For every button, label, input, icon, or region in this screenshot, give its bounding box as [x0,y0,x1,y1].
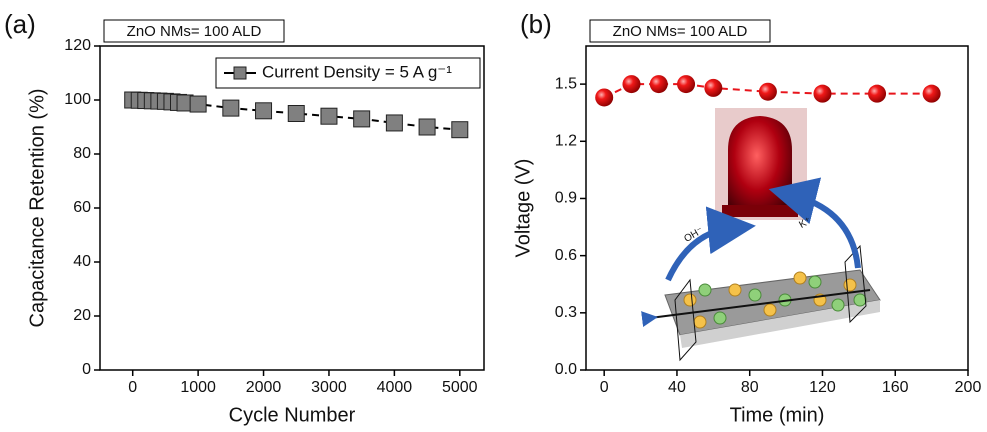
x-tick-label: 2000 [246,379,282,396]
legend-label: Current Density = 5 A g⁻¹ [262,62,452,81]
panel-label: (a) [4,9,36,39]
legend-box [215,57,481,89]
panel-label: (b) [520,9,552,39]
y-tick-label: 0.3 [555,304,577,321]
x-tick-label: 160 [882,379,909,396]
y-axis-title: Voltage (V) [512,159,534,258]
annotation-box [103,19,285,43]
annotation: ZnO NMs= 100 ALD [127,23,262,40]
inset-illustration [641,108,881,362]
annotation: ZnO NMs= 100 ALD [613,23,748,40]
x-axis-title: Cycle Number [229,404,356,426]
y-tick-label: 0 [82,361,91,378]
y-axis-title: Capacitance Retention (%) [26,88,48,327]
marker [287,105,305,122]
marker [868,84,887,103]
marker [649,75,668,94]
y-tick-label: 40 [73,253,91,270]
y-tick-label: 0.6 [555,247,577,264]
y-tick-label: 60 [73,199,91,216]
marker [622,75,641,94]
marker [353,110,371,128]
y-tick-label: 80 [73,145,91,162]
x-tick-label: 3000 [311,379,347,396]
x-tick-label: 80 [741,379,759,396]
marker [222,99,240,117]
y-tick-label: 0.9 [555,190,577,207]
marker [922,84,941,103]
y-tick-label: 120 [64,37,91,54]
x-tick-label: 1000 [180,379,216,396]
legend-marker [233,66,247,80]
marker [758,82,777,101]
x-tick-label: 5000 [442,379,478,396]
plot-frame [585,45,969,371]
marker [813,84,832,103]
x-tick-label: 0 [600,379,609,396]
marker [255,102,273,120]
y-tick-label: 100 [64,91,91,108]
x-tick-label: 40 [668,379,686,396]
marker [595,88,614,107]
marker [189,95,207,113]
marker [418,118,436,136]
x-tick-label: 4000 [377,379,413,396]
x-tick-label: 120 [809,379,836,396]
y-tick-label: 1.2 [555,133,577,150]
annotation-box [589,19,771,43]
x-tick-label: 0 [128,379,137,396]
y-tick-label: 1.5 [555,75,577,92]
y-tick-label: 20 [73,307,91,324]
marker [451,121,469,139]
y-tick-label: 0.0 [555,361,577,378]
x-axis-title: Time (min) [730,404,825,426]
marker [677,75,696,94]
x-tick-label: 200 [955,379,982,396]
marker [320,107,338,125]
marker [704,78,723,97]
inset-label: K⁺ [797,215,813,231]
marker [385,114,403,132]
